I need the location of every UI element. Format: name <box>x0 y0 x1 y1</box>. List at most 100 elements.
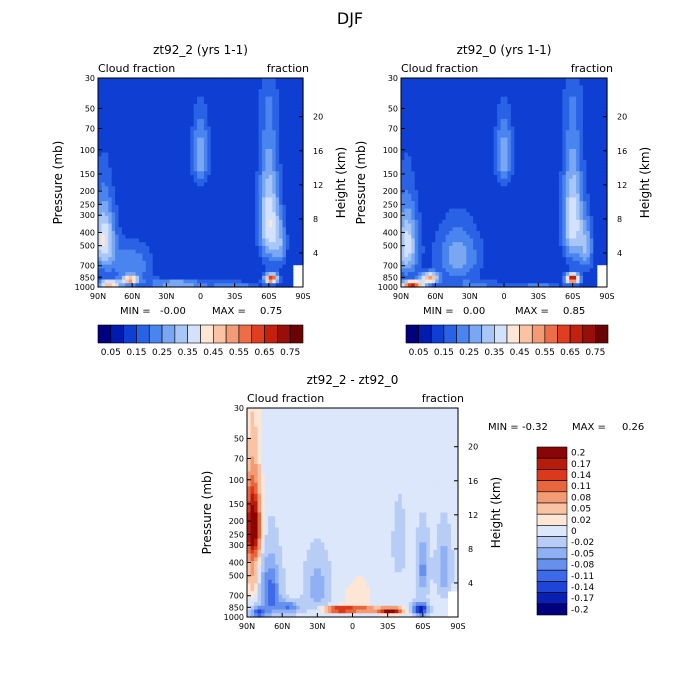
heatmap-cell <box>521 96 526 101</box>
heatmap-cell <box>282 81 287 87</box>
heatmap-cell <box>285 175 290 180</box>
heatmap-cell <box>125 133 130 139</box>
heatmap-cell <box>272 115 277 120</box>
heatmap-cell <box>435 85 440 90</box>
heatmap-cell <box>159 167 164 172</box>
heatmap-cell <box>445 122 450 128</box>
heatmap-cell <box>285 119 290 124</box>
heatmap-cell <box>401 152 406 157</box>
heatmap-cell <box>183 272 188 277</box>
heatmap-cell <box>431 111 436 116</box>
heatmap-cell <box>193 238 198 243</box>
heatmap-cell <box>186 268 191 273</box>
heatmap-cell <box>462 130 467 135</box>
heatmap-cell <box>111 89 116 94</box>
heatmap-cell <box>197 260 202 266</box>
heatmap-cell <box>180 279 185 284</box>
heatmap-cell <box>435 152 440 157</box>
heatmap-cell <box>210 107 215 113</box>
heatmap-cell <box>255 223 260 228</box>
heatmap-cell <box>200 137 205 143</box>
heatmap-cell <box>541 81 546 87</box>
heatmap-cell <box>98 130 103 135</box>
heatmap-cell <box>183 178 188 184</box>
heatmap-cell <box>285 197 290 202</box>
heatmap-cell <box>241 223 246 228</box>
heatmap-cell <box>166 104 171 109</box>
heatmap-cell <box>190 234 195 240</box>
heatmap-cell <box>203 148 208 154</box>
heatmap-cell <box>404 122 409 128</box>
heatmap-cell <box>190 204 195 210</box>
heatmap-cell <box>121 96 126 101</box>
heatmap-cell <box>476 167 481 172</box>
heatmap-cell <box>244 275 249 281</box>
heatmap-cell <box>118 264 123 269</box>
heatmap-cell <box>275 242 280 247</box>
heatmap-cell <box>531 152 536 157</box>
heatmap-cell <box>193 160 198 165</box>
heatmap-cell <box>190 182 195 187</box>
heatmap-cell <box>173 268 178 273</box>
heatmap-cell <box>183 160 188 165</box>
heatmap-cell <box>442 160 447 165</box>
heatmap-cell <box>445 119 450 124</box>
heatmap-cell <box>534 100 539 105</box>
heatmap-cell <box>238 100 243 105</box>
heatmap-cell <box>531 96 536 101</box>
heatmap-cell <box>156 231 161 236</box>
heatmap-cell <box>121 141 126 146</box>
heatmap-cell <box>125 171 130 176</box>
heatmap-cell <box>279 272 284 277</box>
heatmap-cell <box>251 78 256 83</box>
heatmap-cell <box>101 78 106 83</box>
heatmap-cell <box>224 238 229 243</box>
heatmap-cell <box>193 212 198 217</box>
heatmap-cell <box>275 268 280 273</box>
heatmap-cell <box>493 104 498 109</box>
heatmap-cell <box>186 167 191 172</box>
heatmap-cell <box>190 160 195 165</box>
heatmap-cell <box>272 78 277 83</box>
heatmap-cell <box>238 212 243 217</box>
heatmap-cell <box>255 238 260 243</box>
heatmap-cell <box>241 212 246 217</box>
heatmap-cell <box>115 272 120 277</box>
heatmap-cell <box>459 145 464 150</box>
heatmap-cell <box>438 167 443 172</box>
heatmap-cell <box>197 92 202 98</box>
heatmap-cell <box>296 78 301 83</box>
heatmap-cell <box>255 234 260 240</box>
heatmap-cell <box>183 245 188 251</box>
heatmap-cell <box>299 234 304 240</box>
heatmap-cell <box>299 119 304 124</box>
heatmap-cell <box>200 178 205 184</box>
heatmap-cell <box>248 92 253 98</box>
heatmap-cell <box>152 212 157 217</box>
heatmap-cell <box>445 100 450 105</box>
heatmap-cell <box>565 115 570 120</box>
heatmap-cell <box>115 249 120 255</box>
heatmap-cell <box>521 119 526 124</box>
heatmap-cell <box>251 81 256 87</box>
heatmap-cell <box>289 100 294 105</box>
heatmap-cell <box>299 242 304 247</box>
heatmap-cell <box>149 119 154 124</box>
heatmap-cell <box>401 107 406 113</box>
heatmap-cell <box>473 111 478 116</box>
heatmap-cell <box>418 92 423 98</box>
heatmap-cell <box>282 260 287 266</box>
heatmap-cell <box>500 133 505 139</box>
heatmap-cell <box>152 78 157 83</box>
heatmap-cell <box>241 141 246 146</box>
heatmap-cell <box>473 152 478 157</box>
heatmap-cell <box>589 115 594 120</box>
heatmap-cell <box>462 141 467 146</box>
heatmap-cell <box>101 115 106 120</box>
heatmap-cell <box>203 212 208 217</box>
heatmap-cell <box>128 78 133 83</box>
heatmap-cell <box>190 197 195 202</box>
heatmap-cell <box>255 85 260 90</box>
heatmap-cell <box>600 89 605 94</box>
heatmap-cell <box>593 92 598 98</box>
